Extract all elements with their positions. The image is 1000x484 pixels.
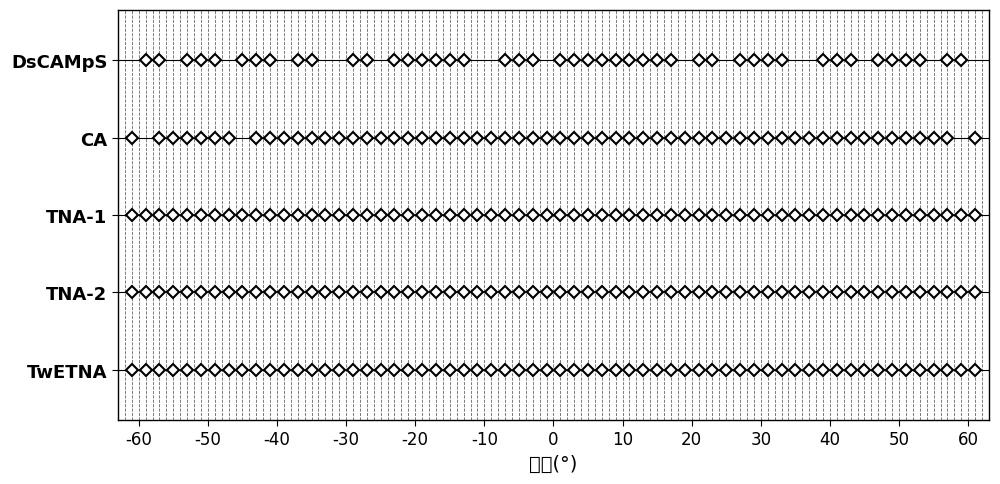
X-axis label: 角度(°): 角度(°) [529, 454, 578, 473]
